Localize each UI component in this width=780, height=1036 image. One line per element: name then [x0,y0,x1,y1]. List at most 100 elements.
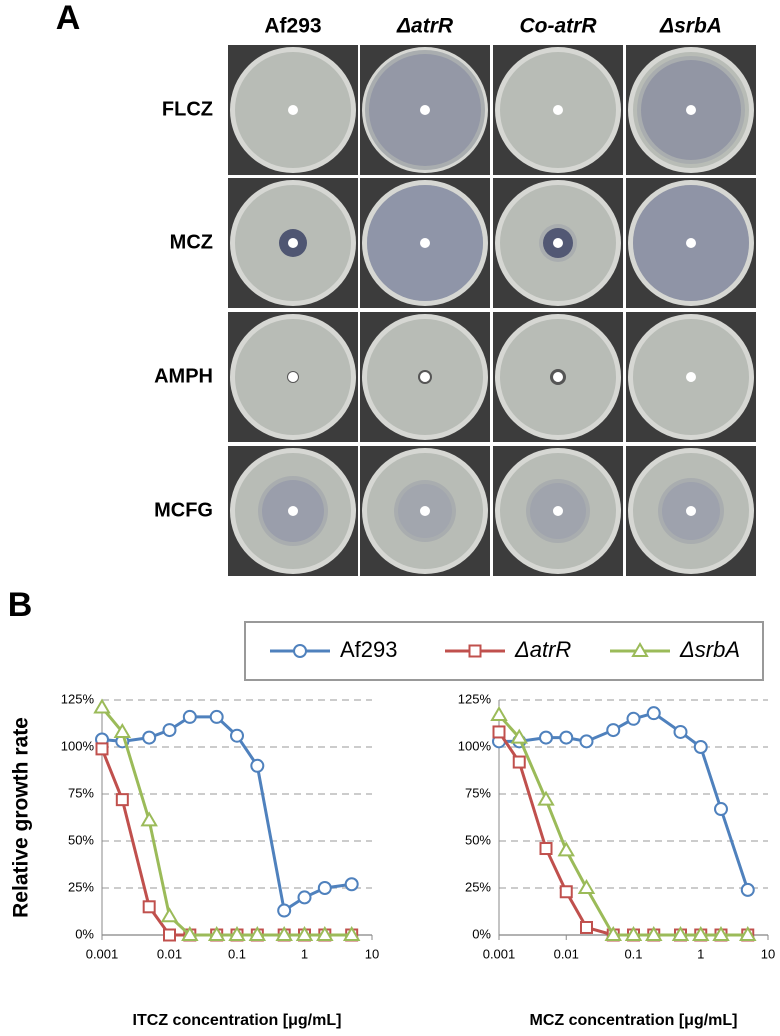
disc [553,506,563,516]
y-tick-label: 125% [61,691,95,706]
marker [316,926,334,941]
marker [344,877,359,892]
marker [113,722,132,738]
marker [579,920,593,934]
panel-label: A [56,0,81,37]
marker [293,644,307,658]
marker [228,926,246,941]
x-tick-label: 0.001 [483,946,516,961]
y-tick-label: 100% [61,738,95,753]
disc [420,105,430,115]
disc [288,372,298,382]
disc [686,238,696,248]
disc [686,506,696,516]
marker [713,802,728,817]
marker [512,755,526,769]
disc [420,238,430,248]
column-label: ΔsrbA [659,15,722,38]
marker [645,926,663,941]
marker [342,926,361,941]
marker [673,724,688,739]
marker [537,790,555,806]
y-tick-label: 75% [68,785,94,800]
marker [297,890,312,905]
marker [140,811,158,827]
marker [739,926,757,941]
panel-label: B [8,586,33,624]
disc [553,372,563,382]
marker [671,926,690,941]
x-tick-label: 0.01 [157,946,182,961]
series-line [100,706,352,937]
marker [275,926,293,941]
legend-label: Af293 [340,637,398,662]
series-line [101,715,352,914]
disc [686,105,696,115]
row-label: AMPH [154,365,213,387]
legend-label: ΔsrbA [679,637,740,662]
x-tick-label: 1 [301,946,308,961]
series-line [499,711,750,891]
column-label: Af293 [264,15,321,38]
marker [468,644,482,658]
marker [277,903,292,918]
disc [420,506,430,516]
marker [692,926,710,941]
marker [230,728,244,743]
disc [288,238,298,248]
x-tick-label: 0.01 [554,946,579,961]
marker [209,709,224,724]
series-line [497,714,748,937]
y-axis-title: Relative growth rate [10,717,33,918]
series-line [100,748,352,937]
x-tick-label: 10 [761,946,775,961]
x-axis-title: MCZ concentration [μg/mL] [530,1012,738,1029]
marker [93,698,111,714]
marker [510,728,528,744]
row-label: MCFG [154,499,213,521]
marker [160,907,179,923]
marker [539,842,553,856]
y-tick-label: 50% [465,832,491,847]
marker [248,926,267,941]
marker [207,926,226,941]
x-axis-title: ITCZ concentration [μg/mL] [133,1012,342,1029]
disc [420,372,430,382]
y-tick-label: 25% [68,879,94,894]
plate-grid [228,45,756,576]
x-tick-label: 0.1 [624,946,642,961]
x-tick-label: 1 [697,946,704,961]
marker [539,730,554,745]
y-tick-label: 0% [75,926,94,941]
marker [317,881,332,895]
marker [142,730,157,745]
marker [295,926,314,941]
marker [162,723,177,738]
marker [646,706,661,721]
marker [624,926,643,941]
x-tick-label: 0.1 [228,946,246,961]
marker [626,711,641,726]
marker [250,758,265,773]
marker [740,882,755,897]
marker [163,928,176,942]
y-tick-label: 75% [465,785,491,800]
marker [712,926,730,941]
series-line [497,731,748,937]
y-tick-label: 25% [465,879,491,894]
marker [693,740,708,754]
marker [490,706,508,722]
marker [579,734,594,749]
disc [686,372,696,382]
y-tick-label: 100% [458,738,492,753]
disc [288,506,298,516]
x-tick-label: 0.001 [86,946,119,961]
column-label: ΔatrR [396,15,454,38]
marker [606,723,621,738]
disc [288,105,298,115]
y-tick-label: 50% [68,832,94,847]
disc [553,105,563,115]
marker [604,926,622,941]
marker [577,879,596,894]
